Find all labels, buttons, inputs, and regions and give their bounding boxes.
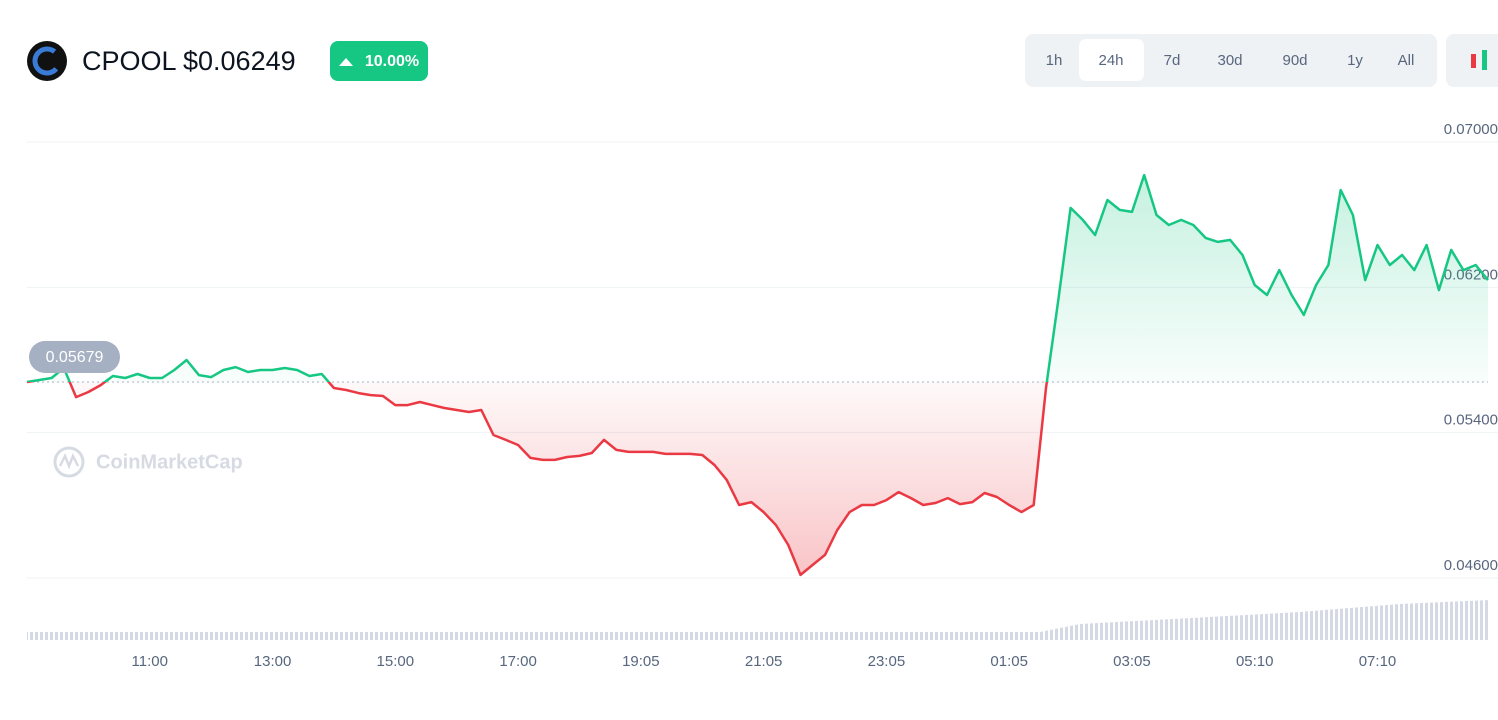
x-tick-label: 11:00 [132,653,168,670]
range-button[interactable]: 90d [1282,52,1307,69]
watermark-text: CoinMarketCap [96,451,243,473]
baseline-label: 0.05679 [46,349,104,366]
x-tick-label: 01:05 [990,653,1028,670]
price-line [26,173,1489,577]
up-arrow [339,58,353,66]
volume-strip [27,632,1490,640]
change-text: 10.00% [365,53,419,70]
x-tick-label: 19:05 [622,653,660,670]
range-button[interactable]: 24h [1098,52,1123,69]
x-tick-label: 07:10 [1359,653,1397,670]
candle-icon [1471,54,1476,68]
range-button[interactable]: All [1398,52,1415,69]
range-button[interactable]: 1h [1046,52,1063,69]
range-button[interactable]: 1y [1347,52,1363,69]
x-tick-label: 03:05 [1113,653,1151,670]
x-tick-label: 05:10 [1236,653,1274,670]
x-tick-label: 23:05 [868,653,906,670]
change-badge [330,41,428,81]
volume-strip [1040,600,1490,640]
y-tick-label: 0.05400 [1444,412,1498,429]
coin-price: $0.06249 [183,46,296,76]
x-tick-label: 17:00 [499,653,537,670]
x-tick-label: 13:00 [254,653,292,670]
range-button[interactable]: 7d [1164,52,1181,69]
coin-symbol: CPOOL [82,46,177,76]
y-tick-label: 0.07000 [1444,121,1498,138]
coin-logo-mark [32,46,62,76]
active-range [1079,39,1144,81]
x-tick-label: 15:00 [377,653,415,670]
x-tick-label: 21:05 [745,653,783,670]
baseline-pill [29,340,120,373]
y-tick-label: 0.04600 [1444,557,1498,574]
candle-icon [1482,50,1487,70]
price-area [27,175,1488,575]
range-button[interactable]: 30d [1217,52,1242,69]
watermark: CoinMarketCap [53,446,243,478]
